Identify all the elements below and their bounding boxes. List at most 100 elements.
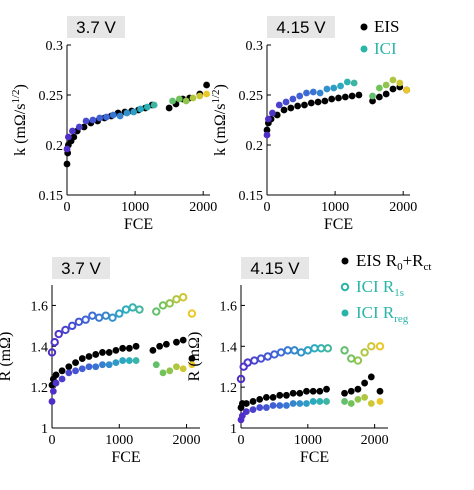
data-point xyxy=(188,361,196,369)
data-point xyxy=(85,353,93,360)
data-point xyxy=(178,293,188,302)
x-axis-label: FCE xyxy=(124,216,153,233)
y-tick-label: 0.2 xyxy=(46,139,64,154)
data-point xyxy=(343,78,351,86)
data-point xyxy=(347,400,355,407)
data-point xyxy=(249,398,257,405)
data-point xyxy=(159,369,167,377)
data-point xyxy=(361,393,369,401)
data-point xyxy=(119,344,127,352)
voltage-label-box xyxy=(241,257,309,279)
data-point xyxy=(280,106,288,114)
data-point xyxy=(321,97,329,105)
data-point xyxy=(150,101,158,109)
data-point xyxy=(152,361,160,369)
data-point xyxy=(112,359,120,367)
y-tick-label: 0.3 xyxy=(46,39,64,54)
y-axis-label: k (mΩ/s1/2) xyxy=(210,84,229,156)
data-point xyxy=(269,109,276,117)
data-point xyxy=(48,398,56,405)
y-axis-label: R (mΩ) xyxy=(0,332,14,382)
data-point xyxy=(376,387,384,395)
y-tick-label: 1.2 xyxy=(220,381,238,396)
data-point xyxy=(354,385,362,393)
y-tick-label: 1.4 xyxy=(31,340,49,355)
data-point xyxy=(63,145,71,153)
y-tick-label: 0.25 xyxy=(239,89,264,104)
data-point xyxy=(396,79,404,87)
data-point xyxy=(309,398,317,405)
data-point xyxy=(283,391,290,399)
data-point xyxy=(88,311,97,320)
data-point xyxy=(282,98,290,106)
data-point xyxy=(135,305,144,314)
data-point xyxy=(276,348,286,357)
data-point xyxy=(158,301,168,310)
data-point xyxy=(289,95,297,103)
data-point xyxy=(64,133,72,141)
data-point xyxy=(303,89,310,97)
data-point xyxy=(283,402,290,409)
data-point xyxy=(276,402,284,409)
data-point xyxy=(123,109,131,117)
voltage-label-box xyxy=(267,16,335,38)
chart-R-4.15V: 4.15 V 1 1.2 1.4 1.6 0 1000 2000 FCE R (mΩ) xyxy=(186,257,389,466)
legend-marker xyxy=(341,257,349,265)
data-point xyxy=(105,349,113,356)
data-point xyxy=(256,404,264,411)
data-point xyxy=(296,92,304,100)
legend-entry: ICI R1s xyxy=(356,277,404,299)
x-tick-label: 0 xyxy=(264,200,271,215)
y-tick-label: 0.25 xyxy=(39,89,64,104)
data-point xyxy=(376,398,384,405)
data-point xyxy=(283,346,292,355)
data-point xyxy=(263,126,271,134)
data-point xyxy=(94,313,104,322)
voltage-label: 3.7 V xyxy=(61,259,101,278)
data-point xyxy=(316,398,324,405)
x-tick-label: 1000 xyxy=(105,433,133,448)
data-point xyxy=(99,361,106,369)
data-point xyxy=(296,389,304,397)
legend-marker xyxy=(340,282,350,292)
x-tick-label: 0 xyxy=(49,433,56,448)
voltage-label: 4.15 V xyxy=(250,259,300,278)
y-tick-label: 0.3 xyxy=(246,39,264,54)
data-point xyxy=(289,400,297,407)
data-point xyxy=(96,114,104,122)
data-point xyxy=(243,358,252,367)
data-point xyxy=(361,379,369,387)
data-point xyxy=(70,133,78,141)
data-point xyxy=(65,363,73,371)
data-point xyxy=(132,357,140,364)
data-point xyxy=(47,348,57,357)
data-point xyxy=(78,355,86,362)
voltage-label-box xyxy=(67,16,125,38)
data-point xyxy=(128,303,137,312)
y-axis-label: k (mΩ/s1/2) xyxy=(10,84,29,156)
chart-k-3.7V: 3.7 V 0.15 0.2 0.25 0.3 0 1000 2000 FCE k (mΩ/s1/… xyxy=(10,16,217,233)
data-point xyxy=(130,108,138,116)
data-point xyxy=(69,127,76,135)
data-point xyxy=(75,123,83,131)
data-point xyxy=(125,344,133,352)
data-point xyxy=(165,104,173,112)
data-point xyxy=(162,340,170,348)
data-point xyxy=(108,313,117,322)
data-point xyxy=(249,406,257,414)
data-point xyxy=(169,97,176,105)
y-axis-label: R (mΩ) xyxy=(186,332,203,382)
legend-entry: EIS R0+Rct xyxy=(356,251,431,273)
data-point xyxy=(89,116,97,124)
data-point xyxy=(143,103,151,111)
data-point xyxy=(187,309,197,318)
data-point xyxy=(116,112,124,120)
data-point xyxy=(115,309,124,318)
data-point xyxy=(303,387,310,395)
data-point xyxy=(316,344,326,353)
data-point xyxy=(269,402,277,409)
data-point xyxy=(301,101,308,109)
data-point xyxy=(50,338,59,347)
data-point xyxy=(256,396,264,403)
